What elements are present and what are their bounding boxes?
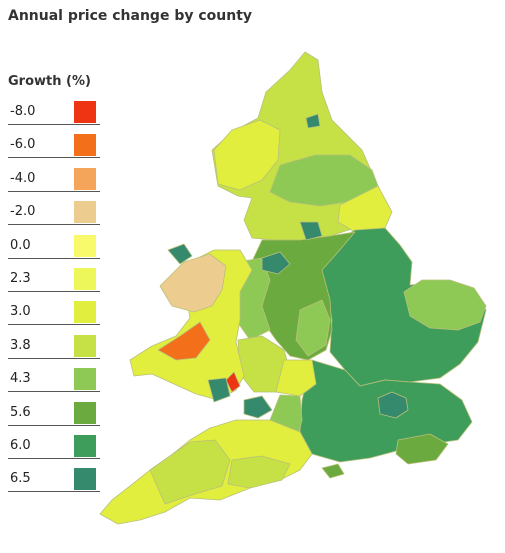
region-london[interactable] — [377, 391, 409, 419]
legend-item-label: -8.0 — [10, 104, 36, 119]
legend-item-label: -6.0 — [10, 137, 36, 153]
legend-item-rule — [8, 257, 100, 259]
region-merseyside[interactable] — [261, 251, 291, 275]
legend-item-swatch — [74, 267, 96, 290]
legend-item-swatch — [74, 167, 96, 190]
region-gwynedd[interactable] — [159, 253, 227, 313]
legend-item: 6.0 — [8, 432, 100, 465]
region-ceredigion[interactable] — [157, 321, 211, 361]
legend-item: 4.3 — [8, 365, 100, 398]
legend-item-swatch — [74, 434, 96, 457]
legend-item-swatch — [74, 101, 96, 123]
legend-item-rule — [8, 491, 100, 493]
legend-item-swatch — [74, 134, 96, 157]
legend-item-rule — [8, 457, 100, 459]
legend-item-rule — [8, 190, 100, 192]
legend-item-label: 3.0 — [10, 304, 31, 320]
legend-item: 5.6 — [8, 399, 100, 432]
region-anglesey[interactable] — [167, 243, 193, 265]
legend-item-label: -4.0 — [10, 170, 36, 186]
legend-item-rule — [8, 157, 100, 159]
legend-item-swatch — [74, 401, 96, 424]
legend-item-swatch — [74, 468, 96, 491]
legend-item-rule — [8, 391, 100, 393]
legend-item-label: 5.6 — [10, 404, 31, 420]
region-dorset[interactable] — [227, 455, 291, 489]
legend-item-swatch — [74, 368, 96, 391]
legend-item: -2.0 — [8, 198, 100, 231]
legend-item-label: 2.3 — [10, 270, 31, 286]
region-cumbria[interactable] — [213, 119, 281, 191]
legend-item-label: 3.8 — [10, 337, 31, 353]
region-kent[interactable] — [395, 433, 449, 465]
legend-rows: -8.0 -6.0 -4.0 -2.0 0.0 2.3 3.0 3.8 4.3 5.6 6.0 6.5 — [8, 98, 100, 499]
legend-item-rule — [8, 290, 100, 292]
legend-item: -6.0 — [8, 131, 100, 164]
region-isle-of-wight[interactable] — [321, 463, 345, 479]
legend-item-rule — [8, 124, 100, 125]
legend-item-rule — [8, 324, 100, 326]
legend-item: 2.3 — [8, 265, 100, 298]
legend-item-swatch — [74, 201, 96, 224]
region-oxford[interactable] — [275, 359, 317, 397]
legend-item-swatch — [74, 334, 96, 357]
legend-item-label: 6.0 — [10, 437, 31, 453]
legend-item: 3.8 — [8, 332, 100, 365]
legend-item-rule — [8, 224, 100, 226]
region-tyne-wear[interactable] — [305, 113, 321, 129]
region-greater-manchester[interactable] — [299, 221, 323, 241]
legend-item-swatch — [74, 234, 96, 257]
legend-item-swatch — [74, 301, 96, 324]
legend-item: -4.0 — [8, 165, 100, 198]
legend-item-label: 6.5 — [10, 471, 31, 487]
legend-title: Growth (%) — [8, 74, 91, 89]
region-cardiff[interactable] — [207, 377, 231, 403]
region-norfolk[interactable] — [403, 279, 487, 331]
legend: Growth (%) -8.0 -6.0 -4.0 -2.0 0.0 2.3 3.0 3.8 4… — [8, 74, 100, 499]
legend-item: -8.0 — [8, 98, 100, 131]
legend-item-rule — [8, 424, 100, 426]
region-devon[interactable] — [149, 439, 231, 505]
legend-item-label: 4.3 — [10, 371, 31, 387]
map-title: Annual price change by county — [8, 8, 253, 24]
legend-item: 3.0 — [8, 298, 100, 331]
legend-item-label: 0.0 — [10, 237, 31, 253]
region-valleys[interactable] — [225, 371, 241, 393]
legend-item: 6.5 — [8, 465, 100, 498]
region-east-midlands-light[interactable] — [295, 299, 331, 357]
legend-item-rule — [8, 357, 100, 359]
region-bristol[interactable] — [243, 395, 273, 419]
legend-item: 0.0 — [8, 232, 100, 265]
legend-item-label: -2.0 — [10, 204, 36, 220]
